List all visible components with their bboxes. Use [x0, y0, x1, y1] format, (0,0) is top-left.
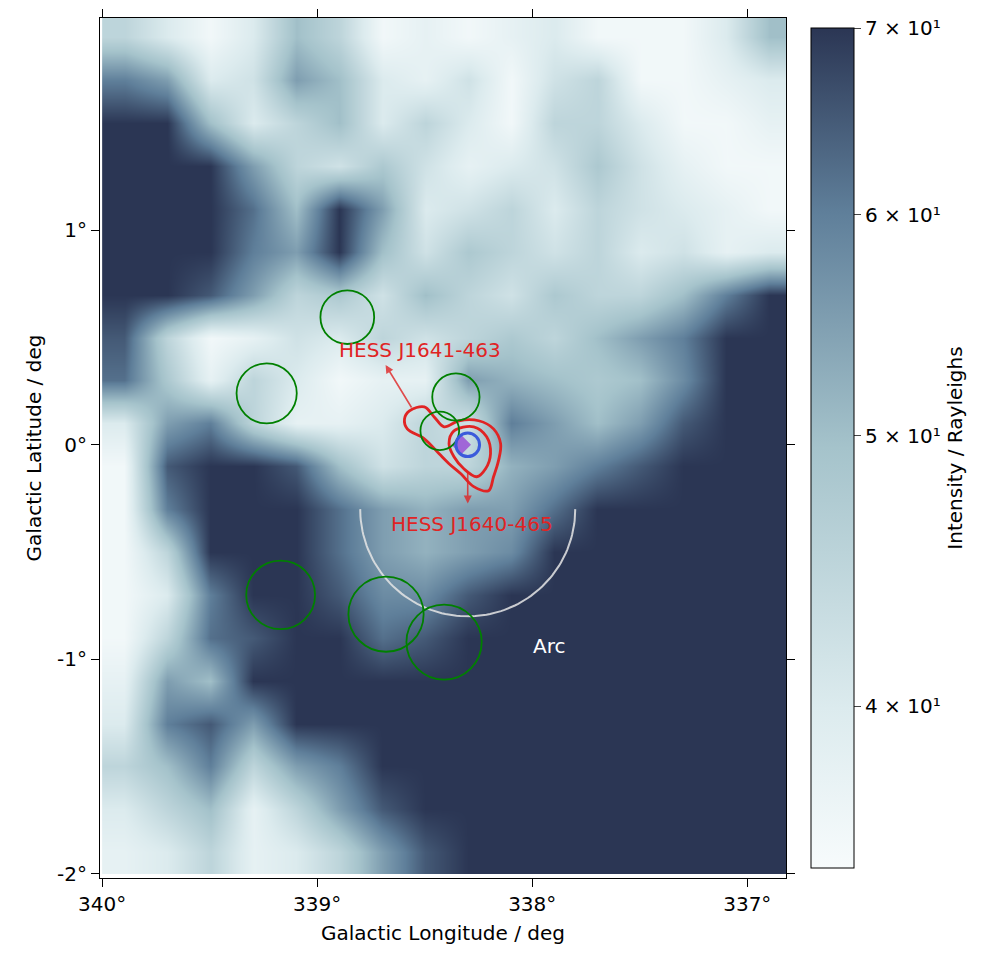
svg-text:HESS J1640-465: HESS J1640-465: [391, 512, 553, 536]
svg-text:5 × 10¹: 5 × 10¹: [865, 424, 941, 448]
svg-text:7 × 10¹: 7 × 10¹: [865, 16, 941, 40]
svg-text:Galactic Longitude / deg: Galactic Longitude / deg: [321, 921, 565, 945]
svg-text:337°: 337°: [723, 892, 771, 916]
svg-text:-1°: -1°: [57, 647, 87, 671]
svg-text:HESS J1641-463: HESS J1641-463: [339, 338, 501, 362]
svg-text:0°: 0°: [64, 433, 87, 457]
svg-text:340°: 340°: [78, 892, 126, 916]
svg-text:339°: 339°: [293, 892, 341, 916]
svg-text:-2°: -2°: [57, 862, 87, 886]
svg-text:338°: 338°: [508, 892, 556, 916]
svg-text:Galactic Latitude / deg: Galactic Latitude / deg: [22, 335, 46, 562]
svg-text:Intensity / Rayleighs: Intensity / Rayleighs: [943, 346, 967, 549]
svg-text:4 × 10¹: 4 × 10¹: [865, 694, 941, 718]
svg-text:Arc: Arc: [533, 634, 565, 658]
svg-text:1°: 1°: [64, 218, 87, 242]
svg-text:6 × 10¹: 6 × 10¹: [865, 203, 941, 227]
